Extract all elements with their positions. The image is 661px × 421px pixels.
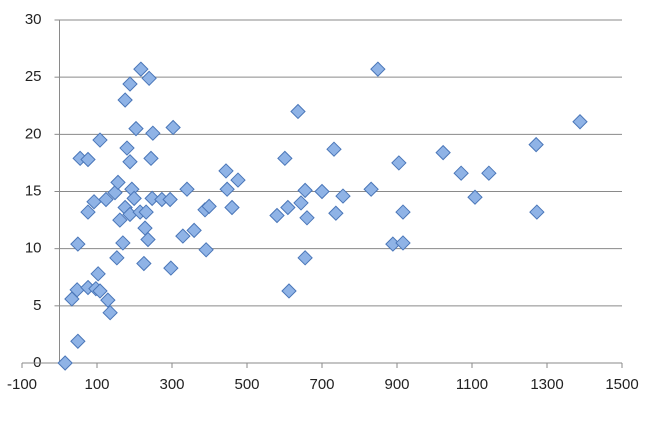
point xyxy=(163,260,179,276)
point xyxy=(128,120,144,137)
point xyxy=(70,333,86,349)
point xyxy=(328,205,344,221)
point xyxy=(165,119,181,136)
point xyxy=(80,204,96,220)
x-tick-label: 500 xyxy=(234,376,259,393)
point xyxy=(314,183,330,200)
point xyxy=(112,212,128,228)
point xyxy=(122,76,138,92)
point xyxy=(290,103,306,120)
point xyxy=(467,189,483,205)
point xyxy=(107,184,123,201)
point xyxy=(269,207,285,224)
point xyxy=(115,235,131,251)
point xyxy=(363,181,379,197)
point xyxy=(143,150,159,167)
point xyxy=(162,191,178,208)
point xyxy=(370,61,386,77)
point xyxy=(137,220,153,236)
point xyxy=(391,155,407,171)
point xyxy=(572,114,588,130)
point xyxy=(326,141,342,157)
point xyxy=(138,204,154,220)
point xyxy=(145,125,161,141)
point xyxy=(335,188,351,204)
y-tick-label: 30 xyxy=(25,11,42,28)
point xyxy=(395,204,411,220)
point xyxy=(117,92,133,108)
point xyxy=(126,190,142,207)
point xyxy=(100,292,116,308)
x-tick-label: 100 xyxy=(84,376,109,393)
point xyxy=(453,165,469,181)
point xyxy=(281,283,297,299)
point xyxy=(395,235,411,251)
x-tick-label: 700 xyxy=(309,376,334,393)
point xyxy=(133,61,149,77)
point xyxy=(299,210,315,226)
point xyxy=(122,154,138,170)
point xyxy=(528,136,544,153)
point xyxy=(277,150,293,167)
point xyxy=(110,174,126,191)
point xyxy=(224,199,240,216)
point xyxy=(230,172,246,188)
point xyxy=(80,151,96,168)
point xyxy=(175,228,191,244)
point xyxy=(280,199,296,216)
x-tick-label: 1300 xyxy=(530,376,563,393)
x-tick-label: 1500 xyxy=(605,376,638,393)
point xyxy=(119,140,135,156)
point xyxy=(218,163,234,179)
point xyxy=(293,195,309,211)
point xyxy=(90,266,106,282)
x-tick-label: 300 xyxy=(159,376,184,393)
point xyxy=(140,231,156,248)
point xyxy=(297,250,313,266)
point xyxy=(179,181,195,197)
y-tick-label: 15 xyxy=(25,182,42,199)
point xyxy=(109,250,125,266)
point xyxy=(201,198,217,215)
point xyxy=(435,144,451,161)
point xyxy=(186,222,202,239)
x-tick-label: -100 xyxy=(7,376,37,393)
y-tick-label: 5 xyxy=(33,297,41,314)
point xyxy=(297,182,313,199)
point xyxy=(144,190,160,207)
point xyxy=(141,70,157,87)
point xyxy=(70,236,86,252)
y-tick-label: 10 xyxy=(25,240,42,257)
point xyxy=(57,355,73,371)
y-tick-label: 0 xyxy=(33,354,41,371)
point xyxy=(481,165,497,181)
point xyxy=(198,242,214,258)
x-tick-label: 900 xyxy=(384,376,409,393)
point xyxy=(92,283,108,299)
point xyxy=(529,204,545,220)
point xyxy=(136,255,152,272)
y-tick-label: 25 xyxy=(25,68,42,85)
point xyxy=(98,191,114,208)
x-tick-label: 1100 xyxy=(456,376,488,393)
point xyxy=(219,181,235,197)
point xyxy=(102,304,118,321)
y-tick-label: 20 xyxy=(25,125,42,142)
point xyxy=(92,132,108,148)
